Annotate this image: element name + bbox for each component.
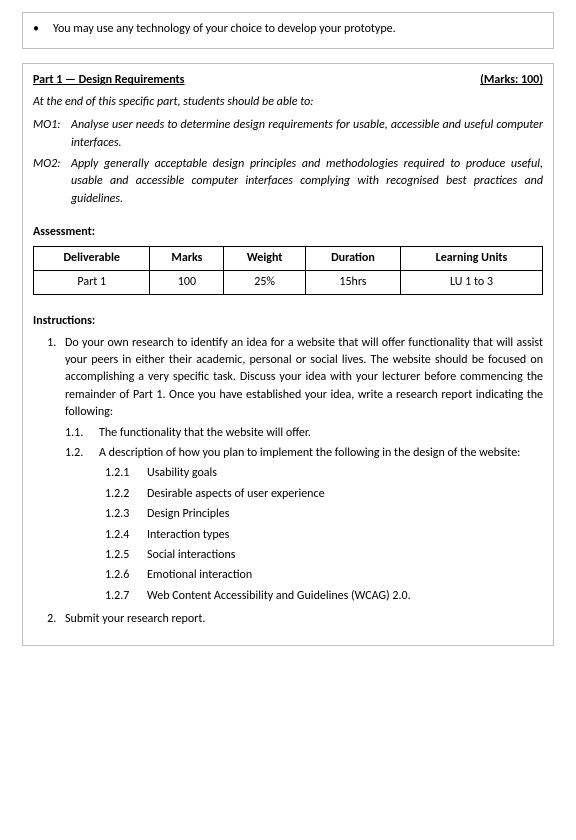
mo1-row: MO1: Analyse user needs to determine des… bbox=[33, 117, 543, 152]
sub-1-2-3-text: Design Principles bbox=[147, 506, 543, 523]
sub-1-2: 1.2. A description of how you plan to im… bbox=[65, 445, 543, 462]
sub-1-2-3: 1.2.3 Design Principles bbox=[105, 506, 543, 523]
page: • You may use any technology of your cho… bbox=[0, 0, 576, 840]
part1-marks: (Marks: 100) bbox=[480, 72, 543, 89]
bullet-dot: • bbox=[33, 21, 53, 38]
sub-1-2-7: 1.2.7 Web Content Accessibility and Guid… bbox=[105, 588, 543, 605]
sub-1-2-6-text: Emotional interaction bbox=[147, 567, 543, 584]
instruction-2-text: Submit your research report. bbox=[65, 612, 205, 626]
instruction-1-text: Do your own research to identify an idea… bbox=[65, 336, 543, 420]
sub-1-2-text: A description of how you plan to impleme… bbox=[99, 445, 543, 462]
mo2-text: Apply generally acceptable design princi… bbox=[71, 156, 543, 208]
cell-duration: 15hrs bbox=[305, 270, 400, 294]
top-bullet-text: You may use any technology of your choic… bbox=[53, 21, 543, 38]
mo1-label: MO1: bbox=[33, 117, 71, 152]
sub-1-2-7-label: 1.2.7 bbox=[105, 588, 147, 605]
sub-1-2-4-text: Interaction types bbox=[147, 527, 543, 544]
col-marks: Marks bbox=[150, 246, 224, 270]
cell-weight: 25% bbox=[224, 270, 306, 294]
sub-1-2-1: 1.2.1 Usability goals bbox=[105, 465, 543, 482]
sub-1-2-6-label: 1.2.6 bbox=[105, 567, 147, 584]
col-deliverable: Deliverable bbox=[34, 246, 150, 270]
assessment-heading: Assessment: bbox=[33, 224, 543, 241]
sub-1-2-5-label: 1.2.5 bbox=[105, 547, 147, 564]
instruction-2: Submit your research report. bbox=[59, 611, 543, 628]
part1-header: Part 1 — Design Requirements (Marks: 100… bbox=[33, 72, 543, 89]
sub-1-2-4: 1.2.4 Interaction types bbox=[105, 527, 543, 544]
sub-1-2-5: 1.2.5 Social interactions bbox=[105, 547, 543, 564]
col-duration: Duration bbox=[305, 246, 400, 270]
mo2-label: MO2: bbox=[33, 156, 71, 208]
sub-1-1: 1.1. The functionality that the website … bbox=[65, 425, 543, 442]
col-learning-units: Learning Units bbox=[400, 246, 542, 270]
sub-1-1-label: 1.1. bbox=[65, 425, 99, 442]
sub-1-2-1-text: Usability goals bbox=[147, 465, 543, 482]
sub-1-2-4-label: 1.2.4 bbox=[105, 527, 147, 544]
part1-title: Part 1 — Design Requirements bbox=[33, 72, 184, 89]
sub-1-2-2: 1.2.2 Desirable aspects of user experien… bbox=[105, 486, 543, 503]
top-bullet-row: • You may use any technology of your cho… bbox=[33, 21, 543, 38]
sub-1-2-7-text: Web Content Accessibility and Guidelines… bbox=[147, 588, 543, 605]
cell-deliverable: Part 1 bbox=[34, 270, 150, 294]
sub-1-2-2-text: Desirable aspects of user experience bbox=[147, 486, 543, 503]
assessment-table: Deliverable Marks Weight Duration Learni… bbox=[33, 246, 543, 296]
instructions-section: Instructions: Do your own research to id… bbox=[33, 313, 543, 628]
mo1-text: Analyse user needs to determine design r… bbox=[71, 117, 543, 152]
mo2-row: MO2: Apply generally acceptable design p… bbox=[33, 156, 543, 208]
instruction-1: Do your own research to identify an idea… bbox=[59, 335, 543, 605]
sub-1-2-1-label: 1.2.1 bbox=[105, 465, 147, 482]
cell-marks: 100 bbox=[150, 270, 224, 294]
instructions-heading: Instructions: bbox=[33, 313, 543, 330]
sub-1-2-5-text: Social interactions bbox=[147, 547, 543, 564]
sub-1-2-2-label: 1.2.2 bbox=[105, 486, 147, 503]
sub-1-2-3-label: 1.2.3 bbox=[105, 506, 147, 523]
sub-1-2-label: 1.2. bbox=[65, 445, 99, 462]
instructions-list: Do your own research to identify an idea… bbox=[33, 335, 543, 629]
sub-1-2-6: 1.2.6 Emotional interaction bbox=[105, 567, 543, 584]
intro-text: At the end of this specific part, studen… bbox=[33, 94, 543, 111]
part1-box: Part 1 — Design Requirements (Marks: 100… bbox=[22, 63, 554, 645]
table-row: Part 1 100 25% 15hrs LU 1 to 3 bbox=[34, 270, 543, 294]
col-weight: Weight bbox=[224, 246, 306, 270]
sub-1-1-text: The functionality that the website will … bbox=[99, 425, 543, 442]
cell-learning-units: LU 1 to 3 bbox=[400, 270, 542, 294]
top-note-box: • You may use any technology of your cho… bbox=[22, 12, 554, 49]
table-header-row: Deliverable Marks Weight Duration Learni… bbox=[34, 246, 543, 270]
